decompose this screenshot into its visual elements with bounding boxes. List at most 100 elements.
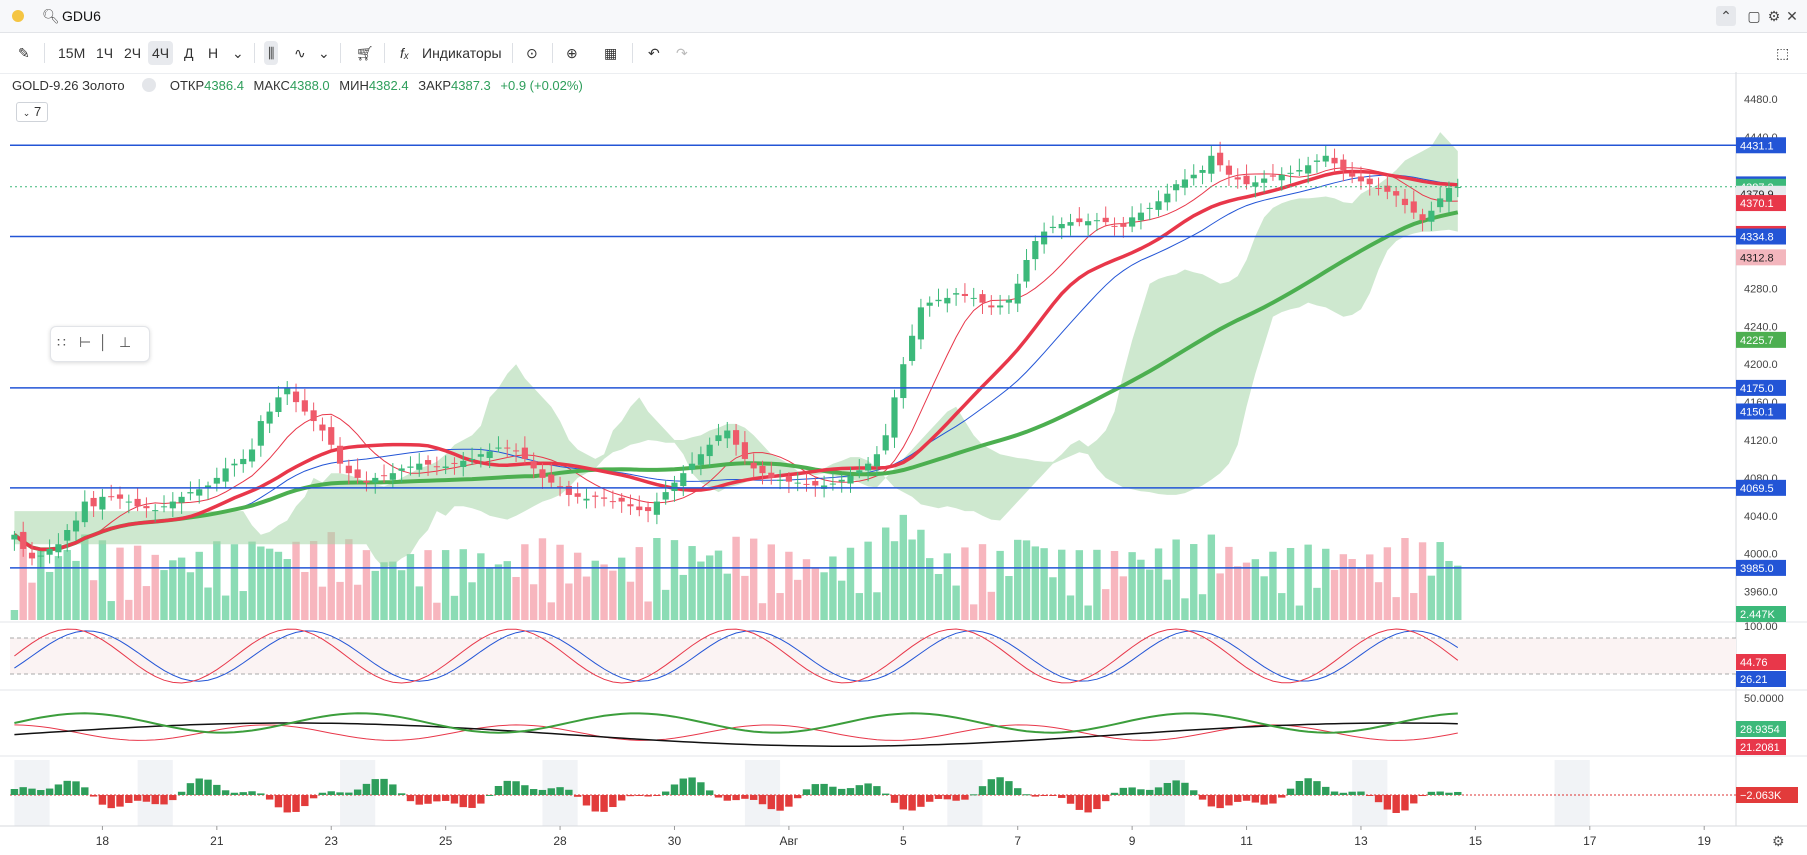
candle <box>1111 217 1118 236</box>
chevron-down-icon[interactable]: ⌄ <box>232 45 244 61</box>
close-icon[interactable]: ✕ <box>1786 8 1798 24</box>
symbol-label[interactable]: GDU6 <box>62 8 101 24</box>
drag-handle-icon[interactable]: ∷ <box>57 334 66 350</box>
oscillator-bar <box>846 788 855 795</box>
oscillator-bar <box>855 785 863 795</box>
candle <box>1366 174 1373 196</box>
candle-body <box>292 391 300 403</box>
period-button[interactable]: ⌄ 7 <box>16 102 48 122</box>
volume-bar <box>221 595 230 620</box>
close-label: ЗАКР <box>418 78 451 93</box>
price-label: 4370.1 <box>1740 198 1774 210</box>
candle <box>1093 212 1101 232</box>
volume-bar <box>1454 565 1462 620</box>
candle-body <box>424 460 432 465</box>
stochastic-k-line <box>14 628 1459 684</box>
search-icon[interactable]: 🔍︎ <box>42 8 60 24</box>
oscillator-bar <box>397 793 406 795</box>
layout-grid-icon[interactable]: ▦ <box>604 45 618 61</box>
candle <box>733 423 740 456</box>
chevron-down-icon[interactable]: ⌄ <box>318 45 330 61</box>
tf-4h[interactable]: 4Ч <box>148 41 174 65</box>
oscillator-bar <box>37 790 45 795</box>
candle-body <box>653 501 660 515</box>
candle <box>240 449 247 473</box>
ruler-icon[interactable]: │ <box>99 334 108 350</box>
stochastic-label: 26.21 <box>1740 674 1768 686</box>
x-tick-label: Авг <box>780 834 799 848</box>
undo-icon[interactable]: ↶ <box>648 45 660 61</box>
candle <box>1419 208 1426 232</box>
redo-icon[interactable]: ↷ <box>676 45 688 61</box>
candle <box>1437 187 1444 213</box>
candle <box>838 474 845 493</box>
candle <box>37 550 44 568</box>
camera-icon[interactable]: ⬚ <box>1776 45 1790 61</box>
volume-bar <box>204 587 212 620</box>
tf-15m[interactable]: 15М <box>58 45 86 61</box>
volume-bar <box>609 570 617 620</box>
candle-body <box>1340 159 1347 170</box>
candle <box>55 533 62 559</box>
measure-icon[interactable]: ⊥ <box>119 334 132 350</box>
oscillator-bar <box>1295 780 1304 795</box>
add-icon[interactable]: ⊕ <box>566 45 578 61</box>
volume-bar <box>433 602 441 620</box>
toolbar: ✎ 15М 1Ч 2Ч 4Ч Д Н ⌄ ⫼ ∿ ⌄ 🛒︎ fₓ Индикат… <box>0 33 1807 74</box>
cart-icon[interactable]: 🛒︎ <box>356 45 374 61</box>
volume-bar <box>72 560 80 620</box>
pencil-icon[interactable]: ✎ <box>18 45 30 61</box>
oscillator-bar <box>45 788 54 795</box>
oscillator-bar <box>1392 795 1400 813</box>
candle <box>1208 146 1215 183</box>
oscillator-bar <box>776 795 784 811</box>
oscillator-bar <box>1286 788 1295 795</box>
oscillator-bar <box>459 795 467 808</box>
candle <box>1120 216 1127 238</box>
oscillator-bar <box>1436 791 1444 795</box>
candle <box>1243 164 1250 190</box>
toggle-icon[interactable] <box>142 78 157 92</box>
price-label: 4225.7 <box>1740 335 1774 347</box>
volume-bar <box>1234 566 1242 620</box>
candles-icon[interactable]: ⫼ <box>264 41 279 65</box>
candle-body <box>600 497 608 499</box>
align-icon[interactable]: ⊢ <box>79 334 92 350</box>
candle-body <box>829 483 836 485</box>
oscillator-bar <box>1269 795 1277 804</box>
crosshair-icon[interactable]: ⊙ <box>526 45 538 61</box>
candle-body <box>204 485 212 489</box>
candle-body <box>257 421 264 446</box>
line-chart-icon[interactable]: ∿ <box>294 45 306 61</box>
indicators-icon[interactable]: fₓ <box>400 45 410 61</box>
candle <box>504 439 511 458</box>
oscillator-bar <box>1339 792 1348 795</box>
session-band <box>1554 760 1590 826</box>
tf-1h[interactable]: 1Ч <box>96 45 114 61</box>
oscillator-label-bg <box>1736 787 1798 803</box>
tf-2h[interactable]: 2Ч <box>124 45 142 61</box>
candle-body <box>310 410 317 422</box>
candle-body <box>1023 260 1030 282</box>
maximize-icon[interactable]: ▢ <box>1747 8 1761 24</box>
oscillator-bar <box>1049 795 1057 796</box>
volume-bar <box>1269 551 1277 620</box>
tf-week[interactable]: Н <box>208 45 219 61</box>
oscillator-bar <box>133 795 142 801</box>
candle-body <box>328 427 335 445</box>
tf-day[interactable]: Д <box>184 45 194 61</box>
candle <box>900 356 907 409</box>
gear-icon[interactable]: ⚙ <box>1767 8 1781 24</box>
candle <box>1296 158 1303 176</box>
volume-bar <box>485 568 494 620</box>
oscillator-bar <box>116 795 124 807</box>
candle-body <box>1445 188 1453 202</box>
collapse-icon[interactable]: ⌃ <box>1716 6 1736 26</box>
candle <box>231 458 238 477</box>
oscillator-bar <box>697 782 705 795</box>
indicators-button[interactable]: Индикаторы <box>422 45 502 61</box>
price-label-bg <box>1736 195 1786 212</box>
oscillator-bar <box>802 789 811 795</box>
volume-bar <box>582 576 591 620</box>
